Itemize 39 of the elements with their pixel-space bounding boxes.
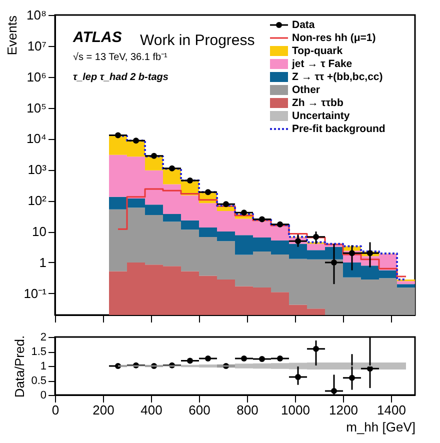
y-tick-label: 10² bbox=[28, 193, 48, 208]
y-tick-label: 10⁸ bbox=[26, 8, 46, 22]
y-tick-label: 10³ bbox=[28, 162, 48, 178]
legend-label: Data bbox=[292, 19, 315, 31]
x-tick-label: 0 bbox=[52, 402, 60, 418]
x-tick-label: 400 bbox=[140, 402, 162, 418]
legend-label: Z → ττ +(bb,bc,cc) bbox=[292, 71, 383, 83]
x-tick-label: 600 bbox=[188, 402, 210, 418]
annotation: Work in Progress bbox=[140, 32, 255, 49]
legend-label: Top-quark bbox=[292, 45, 343, 57]
x-tick-label: 1200 bbox=[329, 402, 358, 418]
y-tick-label: 10⁻¹ bbox=[24, 286, 48, 301]
legend-label: Zh → ττbb bbox=[292, 97, 344, 109]
legend-label: jet → τ Fake bbox=[291, 58, 352, 70]
y-tick-label: 2 bbox=[40, 332, 46, 344]
y-tick-label: 0.5 bbox=[31, 375, 46, 387]
x-tick-label: 800 bbox=[236, 402, 258, 418]
y-tick-label: 0 bbox=[40, 390, 46, 402]
x-tick-label: 1400 bbox=[377, 402, 406, 418]
y-axis-title: Data/Pred. bbox=[12, 335, 28, 398]
y-tick-label: 10⁶ bbox=[26, 69, 46, 84]
y-tick-label: 10⁷ bbox=[27, 38, 47, 54]
annotation: τ_lep τ_had 2 b-tags bbox=[73, 72, 169, 83]
x-tick-label: 1000 bbox=[281, 402, 310, 418]
y-tick-label: 10⁴ bbox=[26, 131, 46, 146]
legend-label: Pre-fit background bbox=[292, 123, 386, 135]
annotation: √s = 13 TeV, 36.1 fb⁻¹ bbox=[73, 52, 168, 63]
annotation: ATLAS bbox=[72, 29, 122, 46]
y-tick-label: 10⁵ bbox=[26, 100, 46, 116]
y-tick-label: 1 bbox=[39, 254, 46, 270]
legend-label: Other bbox=[292, 84, 320, 96]
y-tick-label: 1 bbox=[40, 360, 46, 372]
y-tick-label: 1.5 bbox=[31, 346, 46, 358]
x-axis-title: m_hh [GeV] bbox=[346, 420, 416, 434]
legend-label: Non-res hh (μ=1) bbox=[292, 32, 376, 44]
y-axis-title: Events bbox=[4, 15, 20, 56]
x-tick-label: 200 bbox=[92, 402, 114, 418]
y-tick-label: 10 bbox=[32, 224, 46, 240]
legend-label: Uncertainty bbox=[292, 110, 350, 122]
